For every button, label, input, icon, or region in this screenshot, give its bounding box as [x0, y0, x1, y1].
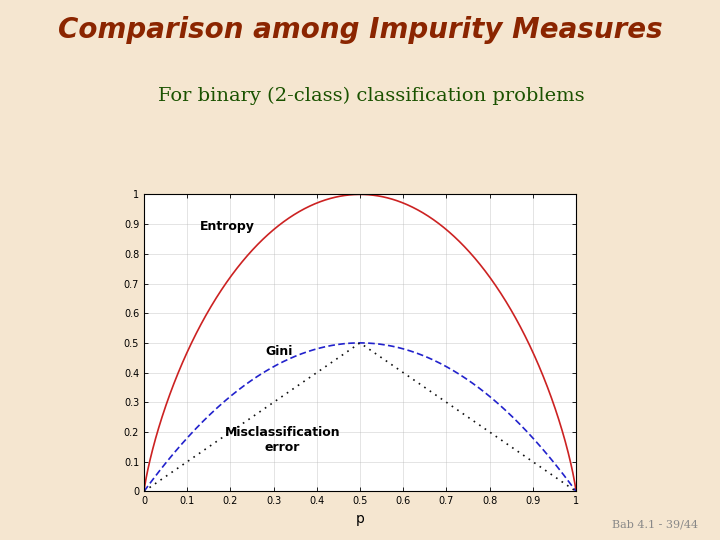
Text: For binary (2-class) classification problems: For binary (2-class) classification prob…: [158, 86, 585, 105]
Text: Gini: Gini: [265, 345, 292, 358]
X-axis label: p: p: [356, 512, 364, 526]
Text: Misclassification
error: Misclassification error: [225, 426, 340, 454]
Text: Bab 4.1 - 39/44: Bab 4.1 - 39/44: [612, 519, 698, 529]
Text: Entropy: Entropy: [200, 220, 255, 233]
Text: Comparison among Impurity Measures: Comparison among Impurity Measures: [58, 16, 662, 44]
